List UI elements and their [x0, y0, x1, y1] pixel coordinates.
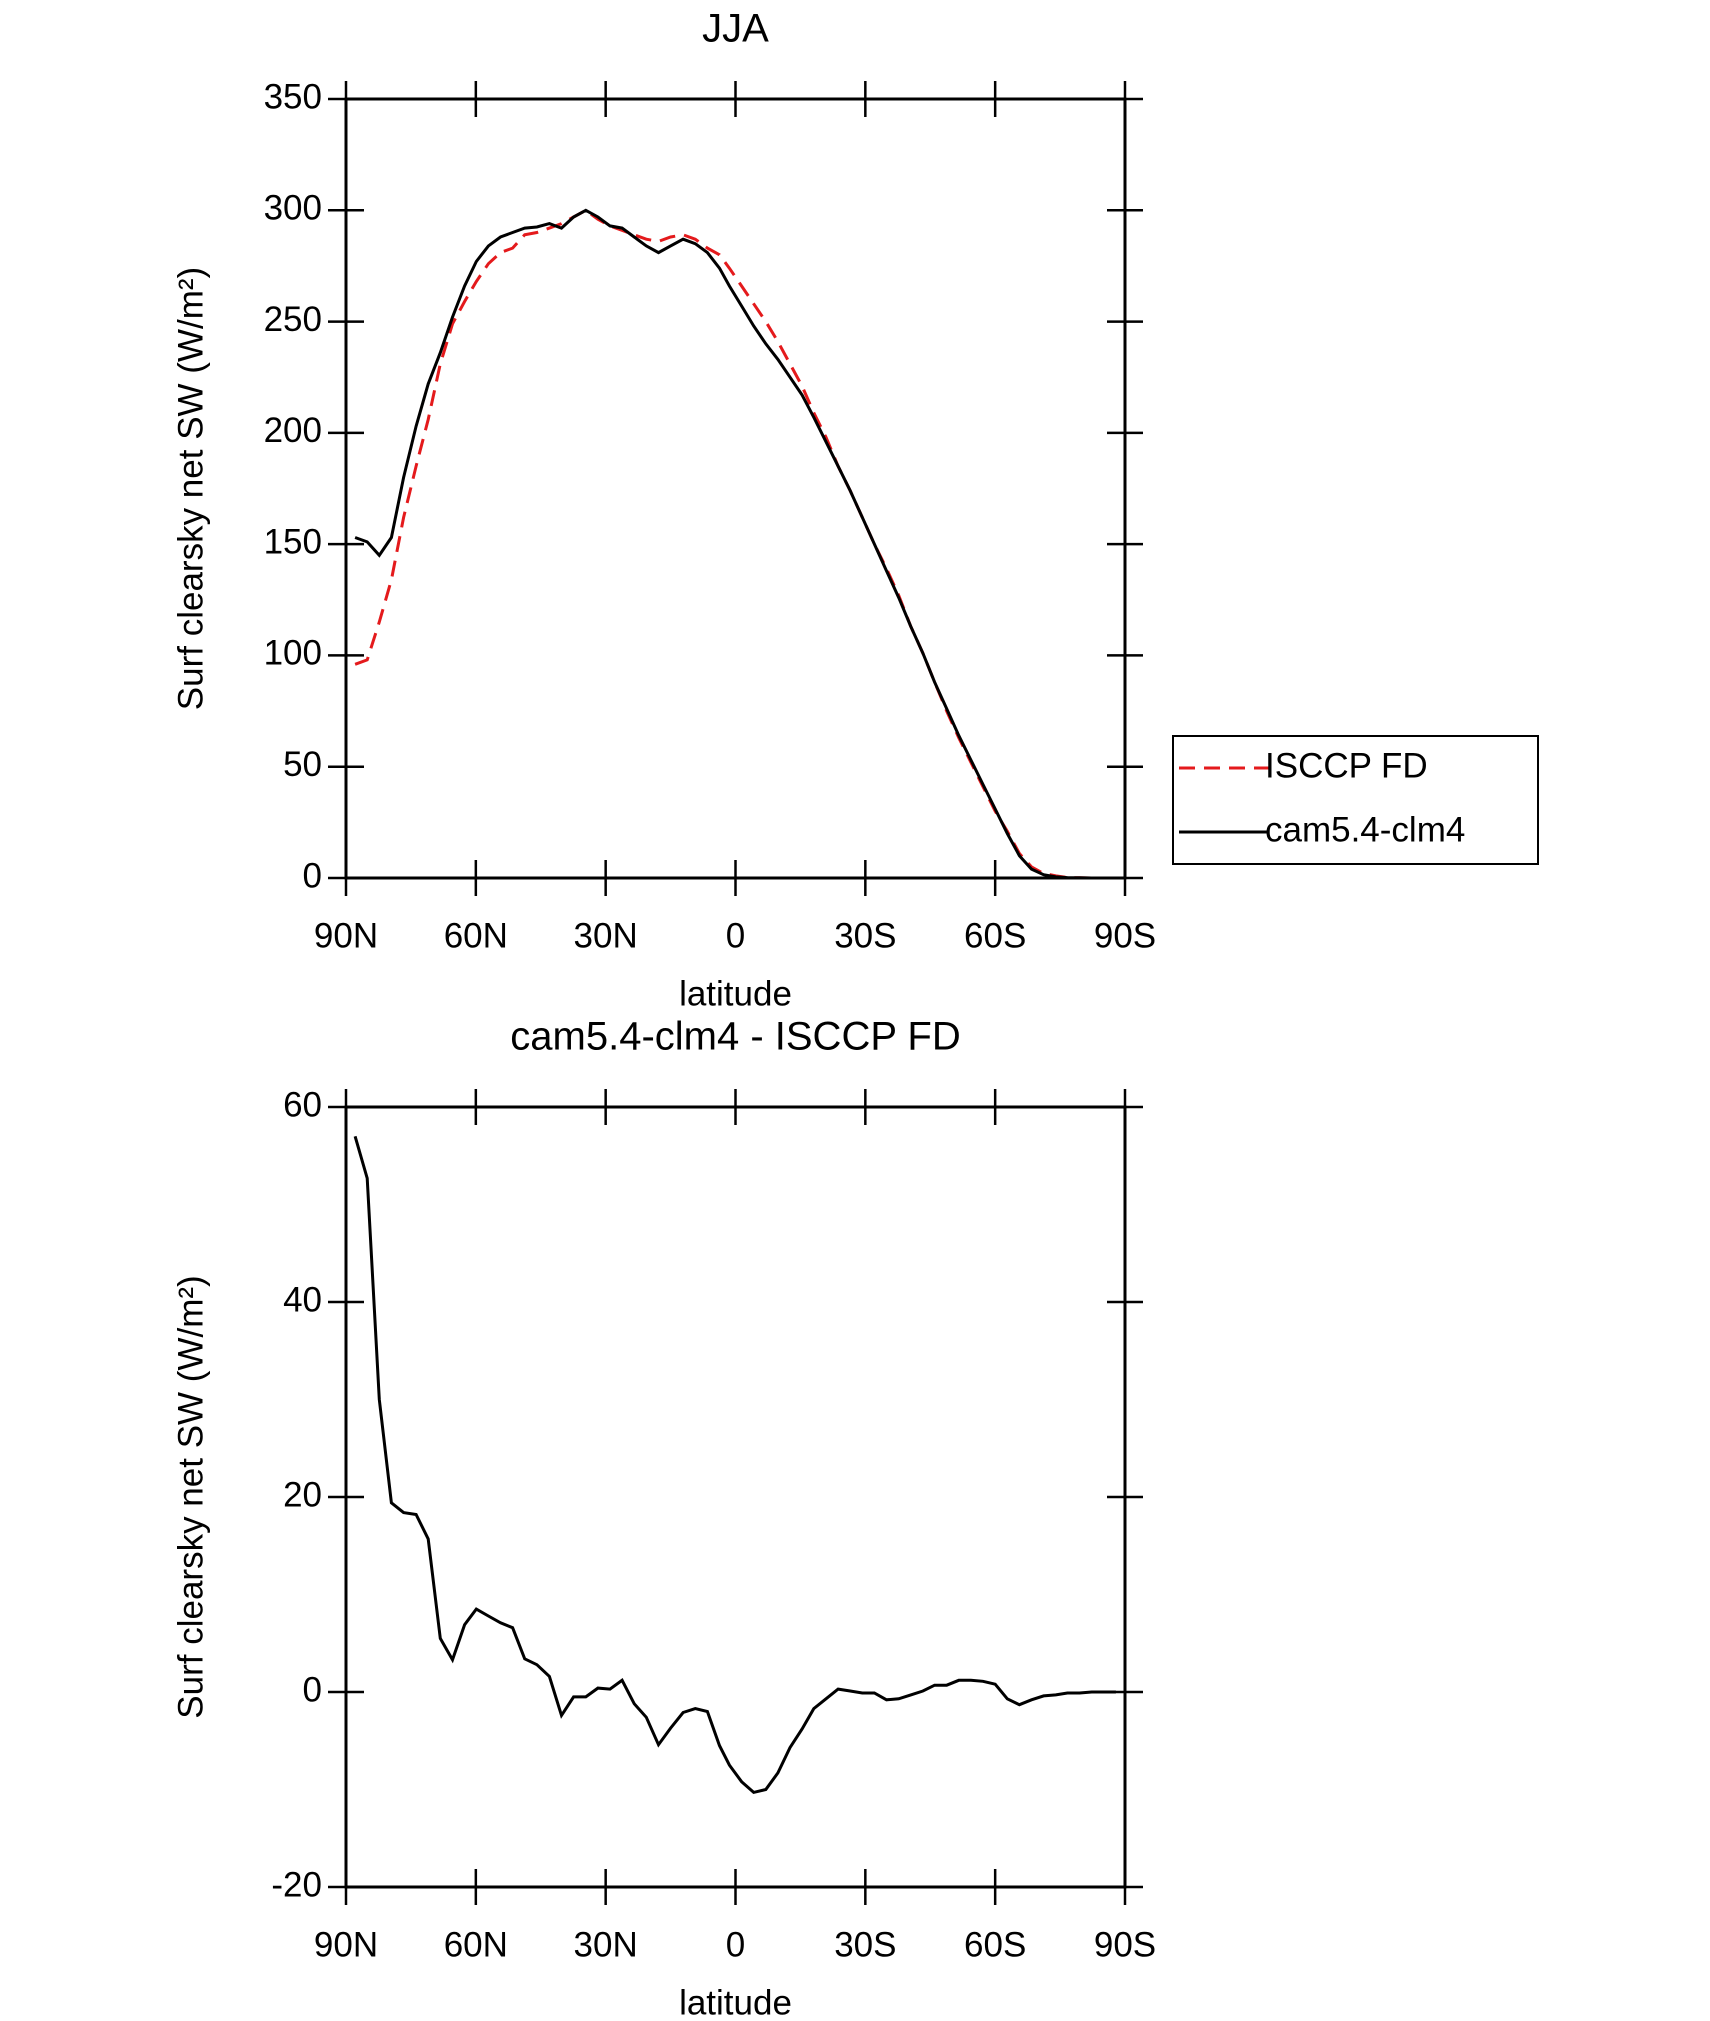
x-tick-label: 60N — [444, 1925, 508, 1964]
y-tick-label: 0 — [303, 1670, 322, 1709]
legend-box — [1172, 735, 1539, 865]
y-tick-label: 0 — [303, 856, 322, 895]
y-tick-label: 20 — [283, 1475, 322, 1514]
x-tick-label: 0 — [726, 916, 745, 955]
y-tick-label: 50 — [283, 745, 322, 784]
x-tick-label: 90N — [314, 1925, 378, 1964]
y-axis-label: Surf clearsky net SW (W/m²) — [171, 1275, 210, 1718]
y-tick-label: 250 — [264, 300, 322, 339]
plot-frame — [344, 1105, 1127, 1889]
y-tick-label: 60 — [283, 1085, 322, 1124]
x-tick-label: 60S — [964, 1925, 1026, 1964]
y-tick-label: -20 — [271, 1865, 322, 1904]
chart-title: JJA — [702, 7, 769, 51]
x-tick-label: 0 — [726, 1925, 745, 1964]
x-tick-label: 60N — [444, 916, 508, 955]
data-line — [354, 208, 1116, 880]
legend-label: cam5.4-clm4 — [1265, 810, 1465, 849]
y-axis-label: Surf clearsky net SW (W/m²) — [171, 267, 210, 710]
y-tick-label: 100 — [264, 634, 322, 673]
y-tick-label: 200 — [264, 411, 322, 450]
x-tick-label: 30N — [574, 1925, 638, 1964]
y-tick-label: 350 — [264, 77, 322, 116]
plot-frame — [344, 97, 1127, 880]
y-tick-label: 300 — [264, 189, 322, 228]
x-tick-label: 90S — [1094, 1925, 1156, 1964]
x-tick-label: 90S — [1094, 916, 1156, 955]
x-tick-label: 60S — [964, 916, 1026, 955]
x-tick-label: 30N — [574, 916, 638, 955]
x-axis-label: latitude — [679, 1983, 792, 2021]
legend-label: ISCCP FD — [1265, 746, 1428, 785]
chart-title: cam5.4-clm4 - ISCCP FD — [510, 1015, 960, 1059]
y-tick-label: 40 — [283, 1280, 322, 1319]
x-axis-label: latitude — [679, 974, 792, 1013]
y-tick-label: 150 — [264, 522, 322, 561]
x-tick-label: 90N — [314, 916, 378, 955]
x-tick-label: 30S — [834, 1925, 896, 1964]
x-tick-label: 30S — [834, 916, 896, 955]
data-line — [353, 1135, 1116, 1795]
data-line — [354, 208, 1116, 880]
